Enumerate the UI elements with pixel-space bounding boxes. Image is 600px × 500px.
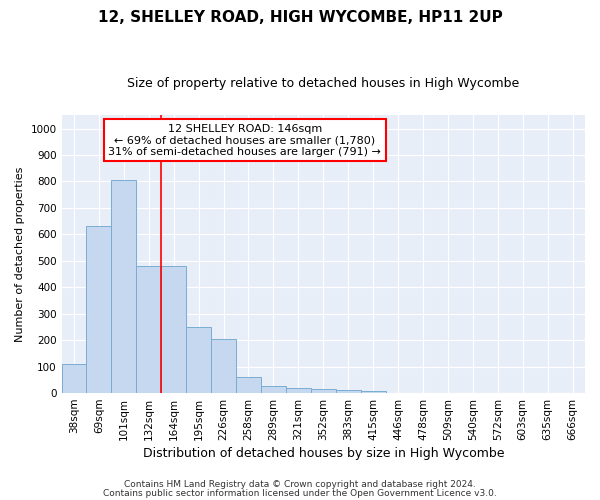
Bar <box>261 386 286 393</box>
Text: Contains HM Land Registry data © Crown copyright and database right 2024.: Contains HM Land Registry data © Crown c… <box>124 480 476 489</box>
Y-axis label: Number of detached properties: Number of detached properties <box>15 166 25 342</box>
Bar <box>336 390 361 393</box>
Bar <box>211 339 236 393</box>
Bar <box>311 389 336 393</box>
Bar <box>136 266 161 393</box>
Bar <box>86 226 112 393</box>
Bar <box>236 376 261 393</box>
Text: 12, SHELLEY ROAD, HIGH WYCOMBE, HP11 2UP: 12, SHELLEY ROAD, HIGH WYCOMBE, HP11 2UP <box>98 10 502 25</box>
Bar <box>62 364 86 393</box>
Text: 12 SHELLEY ROAD: 146sqm
← 69% of detached houses are smaller (1,780)
31% of semi: 12 SHELLEY ROAD: 146sqm ← 69% of detache… <box>109 124 381 157</box>
Bar <box>361 391 386 393</box>
X-axis label: Distribution of detached houses by size in High Wycombe: Distribution of detached houses by size … <box>143 447 504 460</box>
Bar <box>186 327 211 393</box>
Bar <box>161 266 186 393</box>
Text: Contains public sector information licensed under the Open Government Licence v3: Contains public sector information licen… <box>103 488 497 498</box>
Bar <box>112 180 136 393</box>
Title: Size of property relative to detached houses in High Wycombe: Size of property relative to detached ho… <box>127 78 520 90</box>
Bar <box>286 388 311 393</box>
